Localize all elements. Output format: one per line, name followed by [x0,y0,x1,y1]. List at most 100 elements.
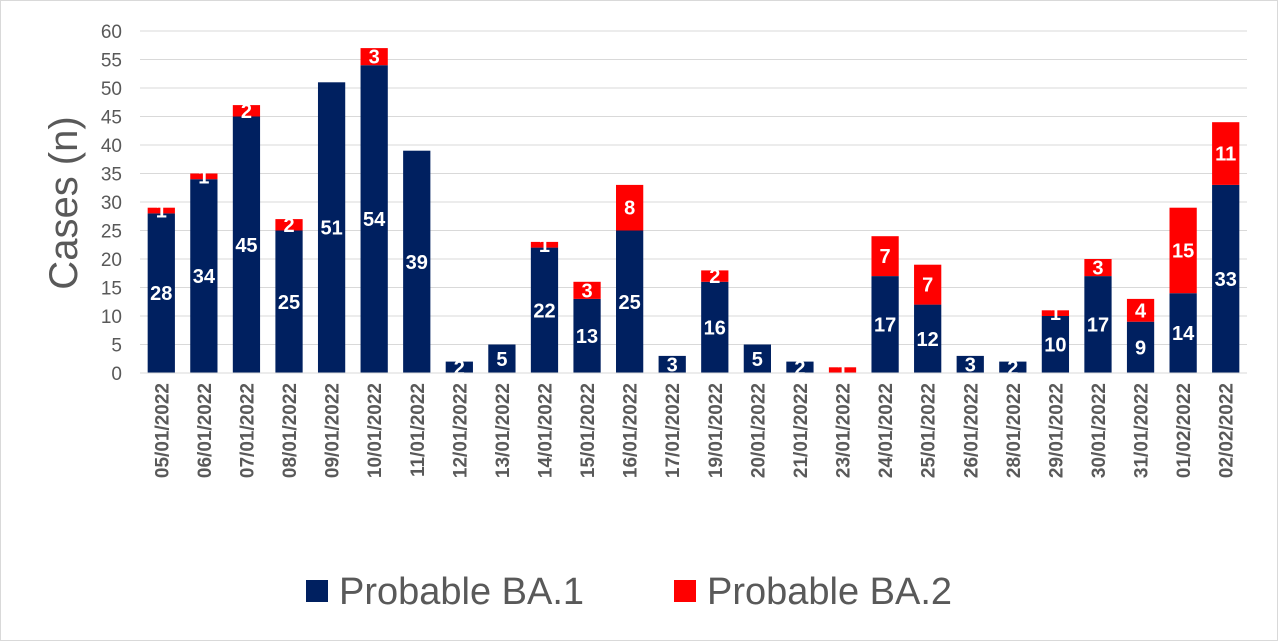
legend-label: Probable BA.1 [339,571,584,613]
bar-segment-ba2 [701,270,729,282]
y-tick-label: 50 [101,79,122,100]
data-label: 2 [709,266,720,288]
bar-segment-ba1 [871,276,899,373]
data-label: 22 [533,300,555,322]
bar-segment-ba2 [360,48,388,66]
data-label: 28 [150,283,172,305]
data-label: 5 [752,349,763,371]
data-label: 15 [1172,240,1194,262]
legend-swatch [674,580,696,602]
y-tick-label: 25 [101,222,122,243]
data-label: 14 [1172,323,1195,345]
bar-segment-ba1 [530,247,559,373]
data-label: 1 [156,201,167,223]
data-label: 11 [1215,144,1236,166]
data-label: 2 [794,357,805,379]
data-label: 4 [1135,300,1147,322]
data-label: 2 [241,101,252,123]
x-tick-label: 11/01/2022 [408,383,429,477]
data-label: 9 [1135,337,1146,359]
bar-segment-ba1 [999,361,1027,373]
x-tick-label: 02/02/2022 [1217,383,1238,478]
data-label: 3 [1092,258,1103,280]
x-tick-label: 13/01/2022 [493,383,514,478]
bar-segment-ba1 [275,230,303,373]
bar-segment-ba2 [573,281,601,299]
y-tick-label: 40 [101,136,122,157]
x-tick-label: 28/01/2022 [1004,383,1025,478]
data-label: 10 [1044,335,1066,357]
bar-segment-ba2 [275,219,303,231]
y-tick-label: 15 [101,279,122,300]
data-label: 25 [619,292,641,314]
data-label: 3 [965,354,976,376]
bar-segment-ba1 [701,281,729,373]
bar-segment-ba2 [616,184,644,231]
data-label: 12 [917,329,939,351]
x-tick-label: 05/01/2022 [152,383,173,478]
x-tick-label: 01/02/2022 [1174,383,1195,478]
y-tick-label: 5 [111,336,122,357]
data-label: 34 [193,266,216,288]
bar-segment-ba1 [786,361,814,373]
x-tick-label: 17/01/2022 [663,383,684,478]
bar-segment-ba2 [190,173,218,180]
bar-segment-ba1 [1084,276,1112,373]
bar-segment-ba1 [573,298,601,373]
bar-segment-ba2 [1169,207,1197,294]
bar-segment-ba1 [147,213,175,373]
legend: Probable BA.1 Probable BA.2 [306,571,952,613]
bar-segment-ba2 [1126,298,1155,322]
bar-segment-ba1 [1212,184,1240,373]
data-label: 17 [1087,315,1109,337]
data-label: 1 [539,235,550,257]
data-label: 39 [406,252,428,274]
bar-segment-ba2 [914,264,942,305]
data-label: 1 [837,360,848,382]
data-label: 45 [235,235,257,257]
bar-segment-ba2 [1084,259,1112,277]
data-label: 17 [874,315,896,337]
data-label: 3 [667,354,678,376]
bar-segment-ba1 [1169,293,1197,373]
data-label: 2 [454,357,465,379]
data-label: 7 [922,275,933,297]
bar-segment-ba2 [530,241,559,248]
data-label: 54 [363,209,386,231]
data-label: 33 [1215,269,1237,291]
x-tick-label: 29/01/2022 [1046,383,1067,478]
bar-segment-ba1 [956,355,984,373]
x-axis-ticks: 05/01/2022 06/01/2022 07/01/2022 08/01/2022… [152,383,1237,478]
bar-segment-ba2 [147,207,175,214]
bar-segment-ba1 [232,116,261,373]
legend-label: Probable BA.2 [707,571,952,613]
x-tick-label: 23/01/2022 [834,383,855,478]
bar-segment-ba1 [743,344,771,373]
y-tick-label: 0 [111,364,122,385]
x-tick-label: 15/01/2022 [578,383,599,478]
y-axis-title: Cases (n) [42,116,86,289]
data-label: 25 [278,292,300,314]
y-tick-label: 30 [101,193,122,214]
x-tick-label: 30/01/2022 [1089,383,1110,478]
x-tick-label: 12/01/2022 [450,383,471,478]
bars [147,48,1240,374]
data-label: 2 [1007,357,1018,379]
data-label: 8 [624,198,635,220]
bar-segment-ba1 [658,355,686,373]
data-label: 2 [283,215,294,237]
bar-segment-ba2 [1041,310,1070,316]
x-tick-label: 16/01/2022 [621,383,642,478]
x-tick-label: 14/01/2022 [535,383,556,478]
x-tick-label: 06/01/2022 [195,383,216,478]
bar-segment-ba2 [1212,122,1240,185]
x-tick-label: 20/01/2022 [748,383,769,478]
bar-segment-ba1 [360,65,388,373]
data-label: 1 [1050,303,1061,325]
bar-segment-ba1 [616,230,644,373]
x-tick-label: 08/01/2022 [280,383,301,478]
bar-segment-ba1 [403,150,431,373]
legend-swatch [306,580,328,602]
bar-segment-ba1 [445,361,473,373]
